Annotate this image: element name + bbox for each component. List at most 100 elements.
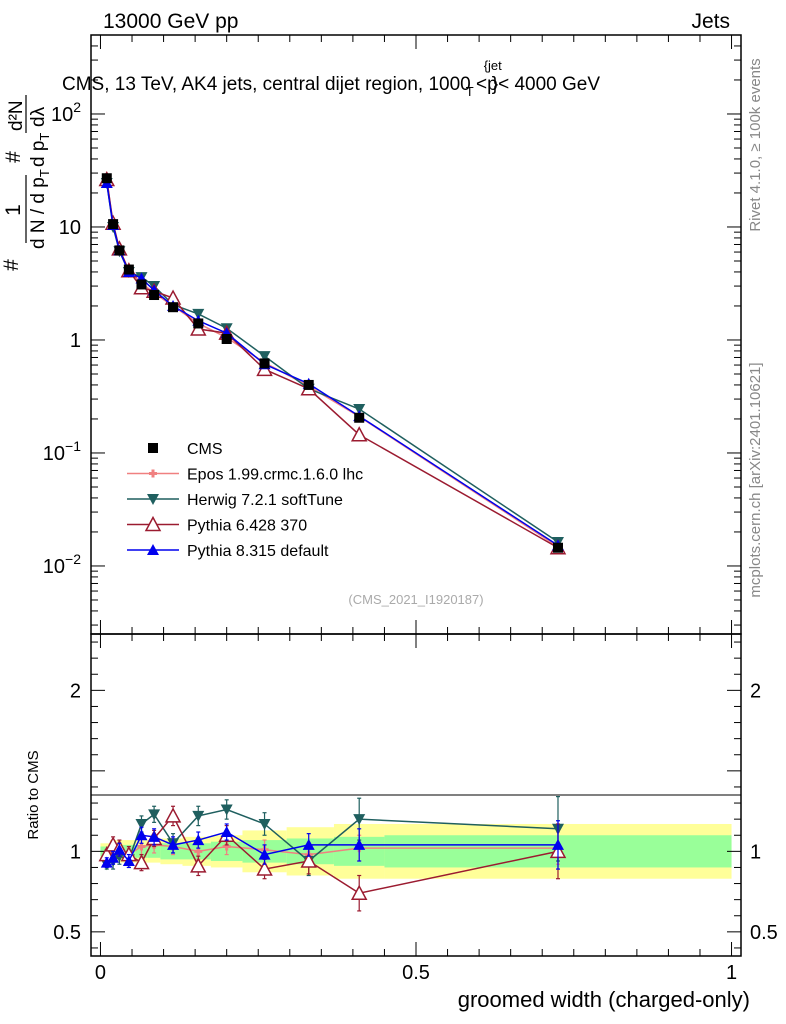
- main-y-tick-label: 10: [59, 217, 81, 239]
- ratio-point-pythia8: [107, 851, 120, 863]
- ratio-point-pythia8: [220, 826, 233, 838]
- ratio-point-pythia8: [135, 829, 148, 841]
- ratio-x-ticks: 0 0.5 1: [95, 634, 737, 984]
- ratio-point-pythia8: [100, 856, 113, 868]
- point-herwig: [353, 403, 366, 415]
- header-right: Jets: [691, 10, 730, 33]
- main-y-tick-label: 10−2: [43, 551, 81, 578]
- plot-title-main: CMS, 13 TeV, AK4 jets, central dijet reg…: [62, 74, 498, 95]
- ratio-point-pythia8: [167, 838, 180, 850]
- svg-text:d pT: d pT: [28, 133, 52, 167]
- ratio-y-tick-label-right: 1: [750, 841, 761, 863]
- main-y-ticks: 10−2 10−1 1 10 102: [43, 34, 741, 626]
- analysis-id: (CMS_2021_I1920187): [348, 592, 483, 607]
- legend-label: Pythia 6.428 370: [187, 518, 307, 535]
- point-cms: [354, 412, 365, 423]
- ylabel-dp: d p: [28, 141, 49, 167]
- ratio-point-pythia8: [148, 830, 161, 842]
- rivet-version: Rivet 4.1.0, ≥ 100k events: [747, 58, 764, 231]
- ratio-point-herwig: [220, 804, 233, 816]
- plot-title: CMS, 13 TeV, AK4 jets, central dijet reg…: [62, 58, 600, 99]
- ratio-point-pythia6: [164, 807, 182, 823]
- x-tick-label: 0: [95, 962, 106, 984]
- ratio-point-pythia6: [133, 854, 150, 870]
- ratio-y-tick-label: 0.5: [53, 922, 81, 944]
- ratio-point-pythia6: [350, 884, 368, 900]
- svg-text:dλ: dλ: [28, 106, 49, 127]
- ratio-panel: 0.5 0.51 12 2 0 0.5 1: [53, 633, 778, 984]
- legend-marker: [148, 443, 158, 453]
- legend-entry-pythia8: Pythia 8.315 default: [127, 543, 329, 560]
- legend-entry-pythia6: Pythia 6.428 370: [127, 515, 307, 535]
- point-cms: [101, 173, 112, 184]
- plot-title-end: }< 4000 GeV: [492, 74, 601, 95]
- ratio-series-pythia8: [100, 820, 564, 870]
- ratio-point-pythia8: [353, 838, 366, 850]
- legend-entry-cms: CMS: [148, 441, 223, 458]
- ylabel-one: 1: [2, 204, 25, 216]
- header-left: 13000 GeV pp: [103, 10, 238, 33]
- svg-text:1: 1: [2, 204, 25, 216]
- mcplots-credit: mcplots.cern.ch [arXiv:2401.10621]: [747, 362, 764, 597]
- ratio-y-ticks: 0.5 0.5 1 1 2 2: [53, 641, 778, 949]
- point-cms: [221, 334, 232, 345]
- main-y-tick-label: 10−1: [43, 438, 81, 465]
- legend: CMS Epos 1.99.crmc.1.6.0 lhc Herwig 7.2.1 …: [127, 441, 363, 560]
- ylabel-hash: #: [2, 151, 25, 163]
- main-series: [98, 170, 567, 555]
- point-herwig: [192, 308, 205, 320]
- series-cms: [101, 173, 563, 553]
- ratio-y-tick-label-right: 0.5: [750, 922, 778, 944]
- ylabel-d2n: d²N: [6, 100, 27, 131]
- legend-entry-epos: Epos 1.99.crmc.1.6.0 lhc: [127, 467, 363, 484]
- point-cms: [303, 379, 314, 390]
- legend-marker: [149, 469, 157, 478]
- ratio-point-pythia6: [256, 860, 273, 876]
- ylabel-dp-sub: T: [37, 133, 52, 141]
- point-pythia6: [350, 426, 368, 442]
- point-pythia6: [190, 320, 207, 336]
- legend-marker: [147, 494, 159, 505]
- legend-marker: [147, 544, 159, 555]
- legend-entry-herwig: Herwig 7.2.1 softTune: [127, 492, 343, 509]
- point-cms: [136, 279, 147, 290]
- ratio-point-pythia6: [300, 852, 317, 868]
- legend-label: CMS: [187, 441, 223, 458]
- point-cms: [168, 302, 179, 313]
- ratio-point-herwig: [135, 818, 148, 830]
- point-cms: [259, 358, 270, 369]
- ylabel-dlam: dλ: [28, 106, 49, 127]
- ratio-point-pythia8: [192, 834, 205, 846]
- x-tick-label: 0.5: [402, 962, 430, 984]
- point-cms: [123, 264, 134, 275]
- ratio-y-tick-label: 2: [70, 680, 81, 702]
- point-cms: [108, 219, 119, 230]
- ratio-series: [98, 796, 567, 912]
- main-panel: 10−2 10−1 1 10 102 CMS, 13 TeV, AK4 jets, ce…: [43, 34, 742, 635]
- legend-marker: [144, 515, 162, 532]
- ratio-point-pythia8: [122, 855, 135, 867]
- svg-text:#: #: [0, 259, 23, 271]
- ratio-point-pythia8: [258, 848, 271, 860]
- main-y-tick-label: 1: [70, 330, 81, 352]
- ratio-point-herwig: [148, 809, 161, 821]
- legend-label: Epos 1.99.crmc.1.6.0 lhc: [187, 467, 363, 484]
- main-y-tick-label: 102: [51, 99, 81, 126]
- ratio-point-herwig: [353, 814, 366, 826]
- main-x-ticks: [99, 35, 733, 634]
- ratio-y-tick-label-right: 2: [750, 680, 761, 702]
- plot-title-sub: T: [466, 84, 474, 99]
- ylabel-dn-sub: T: [37, 169, 52, 177]
- ratio-y-tick-label: 1: [70, 841, 81, 863]
- ratio-point-pythia8: [113, 843, 126, 855]
- legend-label: Pythia 8.315 default: [187, 543, 329, 560]
- line-herwig: [106, 182, 559, 543]
- ratio-y-label: Ratio to CMS: [25, 750, 42, 839]
- main-y-label: # 1 d N / d pT # d pT d²N dλ: [0, 95, 52, 271]
- ratio-point-herwig: [192, 810, 205, 822]
- point-cms: [114, 245, 125, 256]
- x-tick-label: 1: [726, 962, 737, 984]
- plot-title-sup: {jet: [484, 58, 502, 73]
- ratio-point-herwig: [258, 818, 271, 830]
- svg-text:d²N: d²N: [6, 100, 27, 131]
